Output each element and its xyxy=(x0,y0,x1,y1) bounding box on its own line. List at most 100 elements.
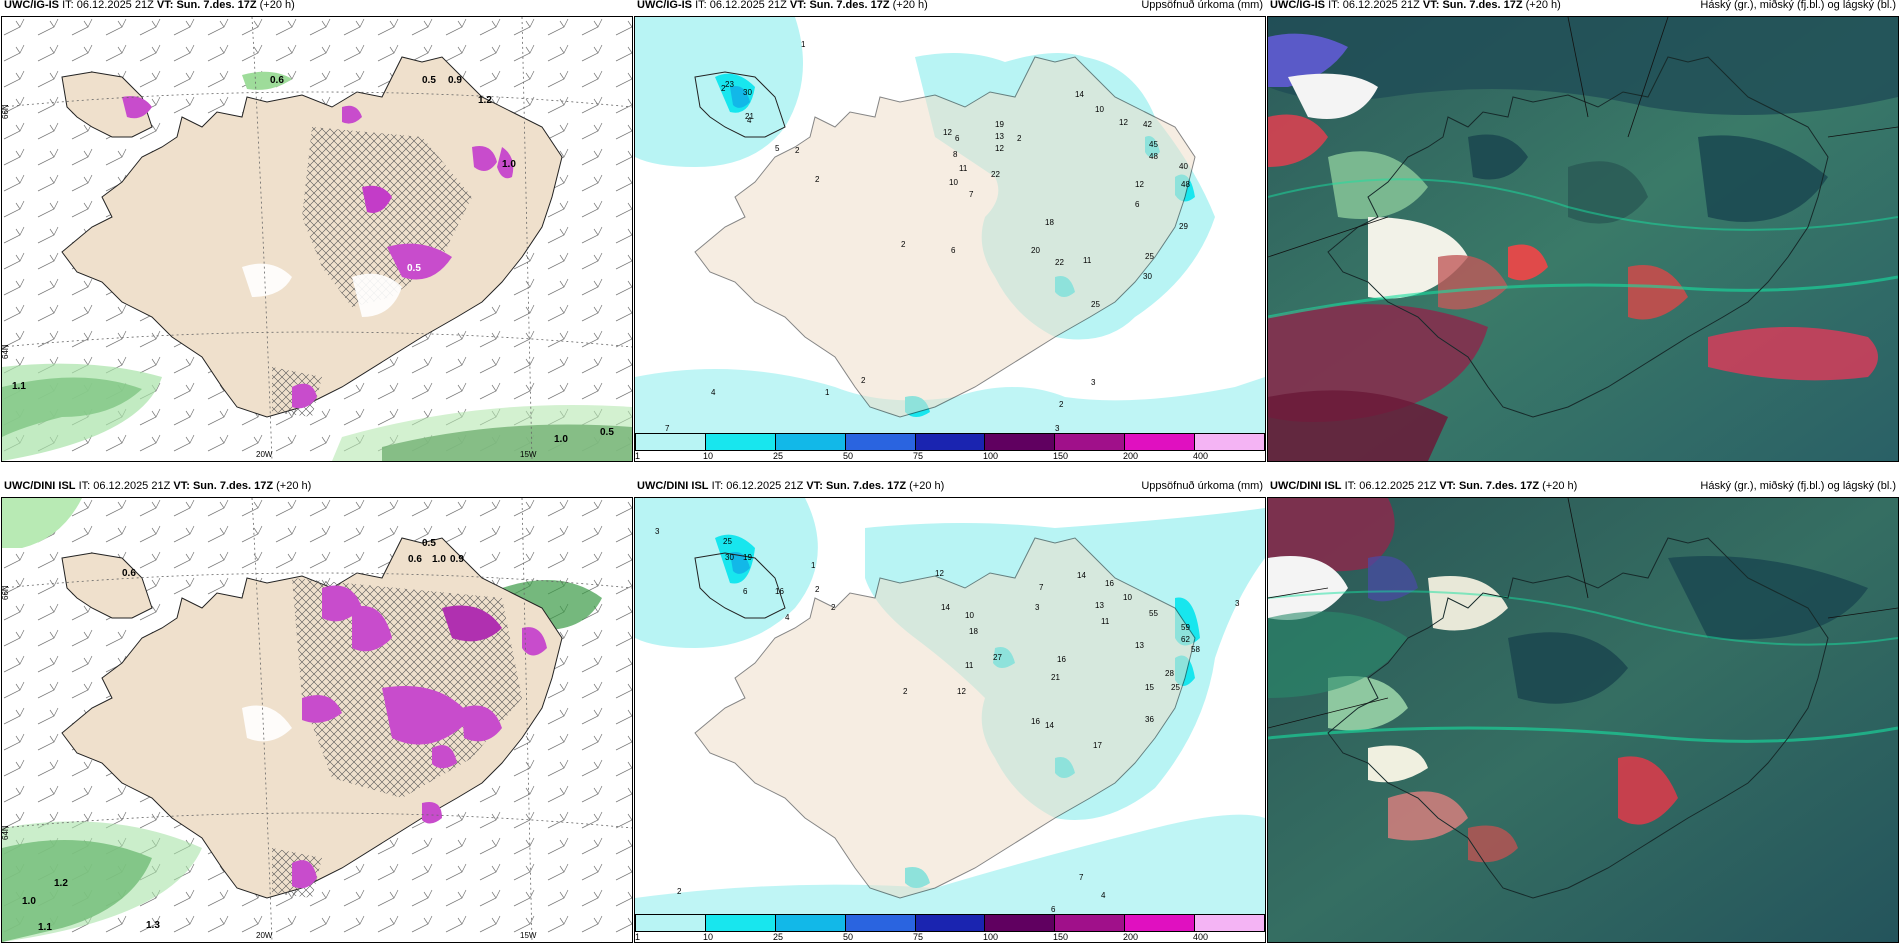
svg-text:30: 30 xyxy=(725,553,734,562)
svg-text:7: 7 xyxy=(665,424,670,433)
svg-text:2: 2 xyxy=(903,687,908,696)
svg-text:16: 16 xyxy=(775,587,784,596)
svg-text:2: 2 xyxy=(1017,134,1022,143)
svg-text:48: 48 xyxy=(1149,152,1158,161)
svg-text:12: 12 xyxy=(957,687,966,696)
svg-text:27: 27 xyxy=(993,653,1002,662)
lon-label: 15W xyxy=(520,450,537,459)
wind-label: 1.0 xyxy=(502,159,516,170)
svg-text:4: 4 xyxy=(711,388,716,397)
svg-text:11: 11 xyxy=(1101,617,1110,626)
svg-text:11: 11 xyxy=(959,164,968,173)
svg-text:64N: 64N xyxy=(2,825,10,840)
svg-text:14: 14 xyxy=(1075,90,1084,99)
svg-text:21: 21 xyxy=(1051,673,1060,682)
svg-text:2: 2 xyxy=(721,84,726,93)
colorbar xyxy=(635,433,1265,451)
cloud-map-top xyxy=(1268,17,1898,461)
svg-text:15W: 15W xyxy=(520,931,537,940)
svg-text:6: 6 xyxy=(951,246,956,255)
wind-map-bottom: 0.5 0.6 1.0 0.9 1.2 1.0 1.1 1.3 0.6 66N … xyxy=(2,498,632,942)
svg-text:17: 17 xyxy=(1093,741,1102,750)
wind-panel-bottom: UWC/DINI ISL IT: 06.12.2025 21Z VT: Sun.… xyxy=(1,480,633,943)
cloud-title: Háský (gr.), miðský (fj.bl.) og lágský (… xyxy=(1700,480,1896,492)
svg-text:15: 15 xyxy=(1145,683,1154,692)
svg-text:59: 59 xyxy=(1181,623,1190,632)
precip-values: 3 25 30 19 16 6 1 2 4 12 14 10 18 11 27 … xyxy=(655,527,1240,914)
svg-text:30: 30 xyxy=(1143,272,1152,281)
svg-text:4: 4 xyxy=(785,613,790,622)
svg-text:2: 2 xyxy=(795,146,800,155)
wind-label: 0.5 xyxy=(422,75,436,86)
svg-text:12: 12 xyxy=(935,569,944,578)
svg-text:0.6: 0.6 xyxy=(408,554,422,565)
svg-text:7: 7 xyxy=(1079,873,1084,882)
svg-text:0.9: 0.9 xyxy=(450,554,464,565)
colorbar-ticks: 1 10 25 50 75 100 150 200 400 xyxy=(635,932,1209,942)
svg-text:40: 40 xyxy=(1179,162,1188,171)
wind-map-top: 0.6 0.5 0.9 1.2 1.0 1.1 1.0 0.5 0.5 66N … xyxy=(2,17,632,461)
svg-text:2: 2 xyxy=(861,376,866,385)
cloud-map-bottom xyxy=(1268,498,1898,942)
svg-text:12: 12 xyxy=(1135,180,1144,189)
colorbar xyxy=(635,914,1265,932)
wind-panel-top: UWC/IG-IS IT: 06.12.2025 21Z VT: Sun. 7.… xyxy=(1,0,633,462)
svg-text:8: 8 xyxy=(953,150,958,159)
svg-text:4: 4 xyxy=(1101,891,1106,900)
svg-text:1.3: 1.3 xyxy=(146,920,160,931)
svg-text:3: 3 xyxy=(1055,424,1060,433)
svg-text:29: 29 xyxy=(1179,222,1188,231)
svg-text:16: 16 xyxy=(1057,655,1066,664)
svg-text:45: 45 xyxy=(1149,140,1158,149)
svg-text:30: 30 xyxy=(743,88,752,97)
svg-text:3: 3 xyxy=(1235,599,1240,608)
svg-text:2: 2 xyxy=(1059,400,1064,409)
svg-text:4: 4 xyxy=(747,116,752,125)
svg-text:20W: 20W xyxy=(256,931,273,940)
svg-text:66N: 66N xyxy=(2,585,10,600)
panel-header: UWC/IG-IS IT: 06.12.2025 21Z VT: Sun. 7.… xyxy=(4,0,295,11)
svg-text:2: 2 xyxy=(815,585,820,594)
precip-panel-top: UWC/IG-IS IT: 06.12.2025 21Z VT: Sun. 7.… xyxy=(634,0,1266,462)
svg-text:13: 13 xyxy=(1135,641,1144,650)
lon-label: 20W xyxy=(256,450,273,459)
svg-text:20: 20 xyxy=(1031,246,1040,255)
svg-text:0.6: 0.6 xyxy=(122,568,136,579)
svg-text:28: 28 xyxy=(1165,669,1174,678)
wind-label: 1.0 xyxy=(554,434,568,445)
precip-map-top: 1 23 30 21 2 4 5 2 2 12 6 8 11 10 7 22 1… xyxy=(635,17,1265,461)
svg-text:3: 3 xyxy=(1091,378,1096,387)
lat-label: 64N xyxy=(2,344,10,359)
panel-header: UWC/DINI ISL IT: 06.12.2025 21Z VT: Sun.… xyxy=(637,480,945,492)
wind-label: 0.6 xyxy=(270,75,284,86)
svg-text:10: 10 xyxy=(1123,593,1132,602)
svg-text:6: 6 xyxy=(1135,200,1140,209)
wind-label: 1.1 xyxy=(12,381,26,392)
svg-text:2: 2 xyxy=(831,603,836,612)
svg-text:19: 19 xyxy=(743,553,752,562)
svg-text:1.0: 1.0 xyxy=(432,554,446,565)
svg-text:1: 1 xyxy=(811,561,816,570)
cloud-panel-bottom: UWC/DINI ISL IT: 06.12.2025 21Z VT: Sun.… xyxy=(1267,480,1899,943)
svg-text:3: 3 xyxy=(655,527,660,536)
svg-text:7: 7 xyxy=(969,190,974,199)
svg-text:42: 42 xyxy=(1143,120,1152,129)
svg-text:36: 36 xyxy=(1145,715,1154,724)
precip-values: 1 23 30 21 2 4 5 2 2 12 6 8 11 10 7 22 1… xyxy=(665,40,1190,433)
svg-text:12: 12 xyxy=(943,128,952,137)
svg-text:14: 14 xyxy=(941,603,950,612)
wind-label: 0.5 xyxy=(407,263,421,274)
svg-text:62: 62 xyxy=(1181,635,1190,644)
wind-label: 1.2 xyxy=(478,95,492,106)
svg-text:1.0: 1.0 xyxy=(22,896,36,907)
svg-text:2: 2 xyxy=(901,240,906,249)
svg-text:58: 58 xyxy=(1191,645,1200,654)
svg-text:22: 22 xyxy=(1055,258,1064,267)
panel-header: UWC/DINI ISL IT: 06.12.2025 21Z VT: Sun.… xyxy=(1270,480,1578,492)
wind-label: 0.9 xyxy=(448,75,462,86)
svg-text:10: 10 xyxy=(965,611,974,620)
svg-text:11: 11 xyxy=(1083,256,1092,265)
svg-text:18: 18 xyxy=(1045,218,1054,227)
cloud-title: Háský (gr.), miðský (fj.bl.) og lágský (… xyxy=(1700,0,1896,11)
svg-text:1.1: 1.1 xyxy=(38,922,52,933)
